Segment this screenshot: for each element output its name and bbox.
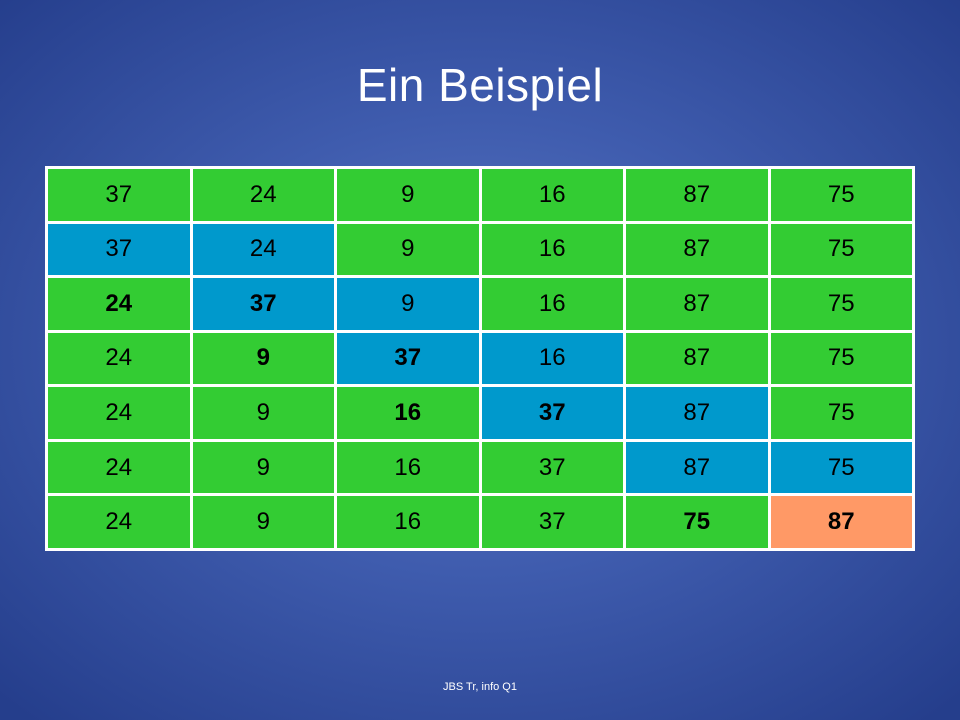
- table-cell: 87: [623, 220, 771, 279]
- table-cell: 75: [767, 166, 915, 224]
- table-cell: 87: [623, 384, 771, 442]
- table-cell: 16: [478, 166, 626, 224]
- table-cell: 37: [334, 329, 482, 388]
- table-cell: 37: [45, 220, 193, 279]
- table-cell: 75: [767, 438, 915, 497]
- table-cell: 9: [334, 275, 482, 333]
- table-cell: 37: [478, 493, 626, 551]
- table-cell: 37: [45, 166, 193, 224]
- table-cell: 87: [623, 275, 771, 333]
- table-cell: 37: [189, 275, 337, 333]
- table-cell: 9: [334, 166, 482, 224]
- table-row: 24 37 9 16 87 75: [45, 275, 915, 333]
- table-cell: 9: [189, 493, 337, 551]
- bubble-sort-table: 37 24 9 16 87 75 37 24 9 16 87 75 24 37 …: [45, 166, 915, 551]
- table-cell: 87: [623, 166, 771, 224]
- table-row: 24 9 16 37 75 87: [45, 493, 915, 551]
- table-cell: 16: [478, 220, 626, 279]
- table-cell: 24: [45, 329, 193, 388]
- table-cell: 16: [334, 384, 482, 442]
- table-cell: 24: [45, 493, 193, 551]
- slide-footer: JBS Tr, info Q1: [443, 681, 517, 693]
- table-row: 24 9 37 16 87 75: [45, 329, 915, 388]
- table-row: 24 9 16 37 87 75: [45, 438, 915, 497]
- table-cell: 9: [189, 329, 337, 388]
- table-cell: 87: [623, 438, 771, 497]
- table-cell: 24: [45, 438, 193, 497]
- table-cell: 24: [189, 166, 337, 224]
- table-cell: 16: [478, 329, 626, 388]
- table-cell: 75: [767, 384, 915, 442]
- slide-title: Ein Beispiel: [356, 59, 604, 111]
- table-cell: 37: [478, 384, 626, 442]
- table-row: 24 9 16 37 87 75: [45, 384, 915, 442]
- table-cell: 75: [767, 329, 915, 388]
- table-cell: 75: [767, 275, 915, 333]
- table-cell: 24: [45, 275, 193, 333]
- table-cell: 16: [334, 493, 482, 551]
- table-cell: 87: [623, 329, 771, 388]
- table-cell: 75: [623, 493, 771, 551]
- table-cell: 16: [478, 275, 626, 333]
- table-cell: 24: [45, 384, 193, 442]
- table-cell: 9: [334, 220, 482, 279]
- table-body: 37 24 9 16 87 75 37 24 9 16 87 75 24 37 …: [45, 166, 915, 551]
- table-cell: 9: [189, 384, 337, 442]
- table-row: 37 24 9 16 87 75: [45, 220, 915, 279]
- table-cell: 75: [767, 220, 915, 279]
- table-cell: 9: [189, 438, 337, 497]
- table-row: 37 24 9 16 87 75: [45, 166, 915, 224]
- table-cell: 16: [334, 438, 482, 497]
- table-cell: 87: [767, 493, 915, 551]
- table-cell: 24: [189, 220, 337, 279]
- table-cell: 37: [478, 438, 626, 497]
